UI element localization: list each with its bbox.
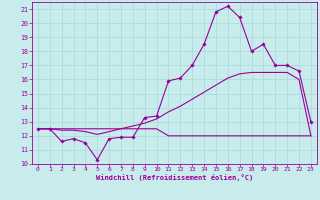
- X-axis label: Windchill (Refroidissement éolien,°C): Windchill (Refroidissement éolien,°C): [96, 174, 253, 181]
